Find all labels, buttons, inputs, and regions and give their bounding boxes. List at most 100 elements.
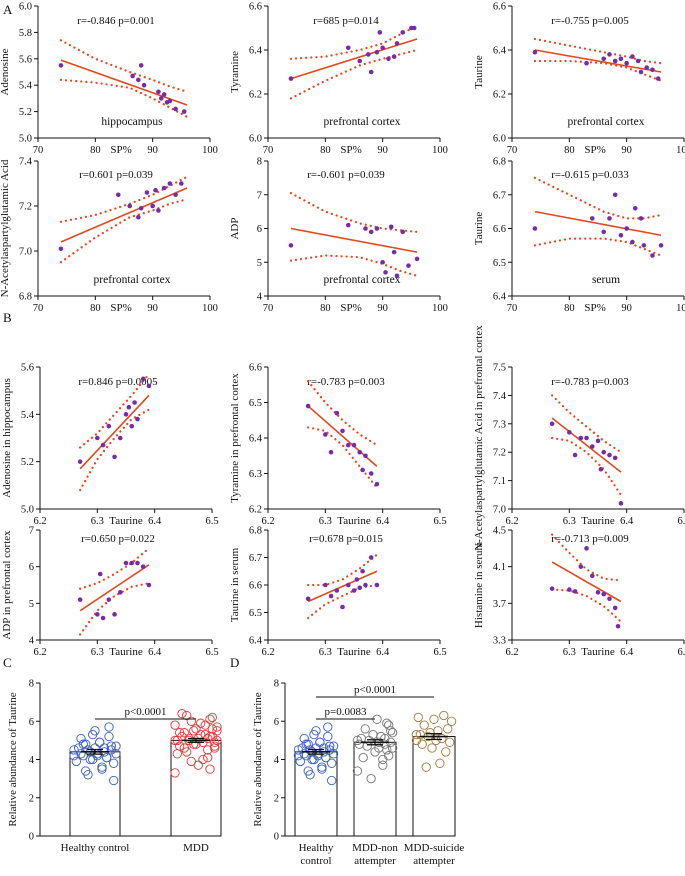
data-point (81, 766, 91, 776)
x-axis-title: Taurine (337, 515, 371, 527)
data-point (323, 731, 333, 742)
data-point (357, 585, 363, 591)
bar (412, 736, 456, 837)
data-point (615, 623, 621, 629)
y-tick-label: 6.0 (19, 2, 32, 13)
data-point (167, 98, 173, 104)
y-axis-title: ADP (229, 217, 241, 239)
data-point (126, 404, 132, 410)
ci-upper-band (307, 380, 378, 447)
y-tick-label: 6.2 (249, 505, 262, 516)
data-point (441, 747, 451, 757)
scatter-panel-a1: 5.0 5.2 5.4 5.6 5.8 6.0 70 80 90 100 SP% Adenosine r… (0, 2, 218, 157)
x-tick-label: 6.5 (677, 647, 685, 658)
data-point (117, 435, 123, 441)
data-point (203, 752, 213, 763)
data-point (71, 756, 81, 767)
data-point (357, 449, 363, 455)
data-point (334, 588, 340, 593)
data-point (380, 259, 385, 265)
region-label: prefrontal cortex (568, 116, 645, 128)
data-point (589, 216, 595, 221)
x-axis-title: SP% (110, 144, 131, 156)
ci-upper-band (79, 373, 150, 449)
y-tick-label: 4.1 (493, 562, 506, 573)
region-label: prefrontal cortex (324, 274, 401, 286)
x-tick-label: 70 (33, 145, 44, 156)
ci-lower-band (307, 426, 378, 489)
data-point (377, 30, 383, 35)
data-point (427, 743, 437, 753)
data-point (624, 60, 629, 66)
x-tick-label: 100 (202, 145, 218, 156)
data-point (419, 720, 429, 730)
correlation-annotation: r=-0.846 p=0.001 (77, 15, 154, 27)
ci-lower-band (59, 78, 189, 118)
data-point (374, 49, 380, 55)
data-point (173, 192, 178, 198)
data-point (374, 582, 380, 588)
data-point (383, 270, 388, 275)
x-tick-label: 100 (202, 303, 218, 314)
data-point (299, 733, 309, 744)
y-tick-label: 6 (29, 562, 34, 573)
data-point (288, 76, 294, 81)
category-label: MDD-suicide (404, 842, 465, 854)
x-tick-label: 6.2 (33, 647, 46, 658)
correlation-annotation: r=0.678 p=0.015 (309, 533, 383, 545)
data-point (97, 762, 107, 772)
x-tick-label: 6.3 (319, 516, 332, 527)
x-tick-label: 80 (564, 303, 575, 314)
data-point (394, 273, 400, 279)
bar (353, 741, 397, 837)
scatter-panel-a2: 6.0 6.2 6.4 6.6 70 80 90 100 SP% Tyramine r=685 p=… (229, 2, 448, 157)
scatter-panel-a6: 6.4 6.5 6.6 6.7 6.8 70 80 90 100 SP% Taurine r=-0.6… (473, 157, 685, 315)
y-tick-label: 6.6 (249, 581, 262, 592)
x-axis-title: SP% (340, 144, 361, 156)
ci-upper-band (289, 24, 419, 60)
y-tick-label: 6.5 (249, 608, 262, 619)
data-point (589, 573, 595, 579)
y-tick-label: 6.6 (249, 2, 262, 13)
ci-lower-band (79, 408, 150, 492)
x-tick-label: 6.3 (563, 647, 576, 658)
data-point (386, 56, 391, 62)
scatter-panel-b2: 6.2 6.3 6.4 6.5 6.6 6.2 6.3 6.4 6.5 Taurine Tyrami… (229, 363, 447, 528)
data-point (170, 768, 180, 778)
data-point (394, 41, 400, 46)
y-tick-label: 7.4 (19, 157, 33, 168)
x-tick-label: 6.2 (505, 516, 518, 527)
data-point (88, 729, 98, 740)
x-tick-label: 6.5 (677, 516, 685, 527)
category-label: Healthy (299, 842, 334, 854)
data-point (156, 89, 161, 95)
correlation-annotation: r=-0.713 p=0.009 (551, 533, 629, 545)
data-point (95, 435, 100, 441)
y-tick-label: 6.0 (249, 134, 262, 145)
correlation-annotation: r=-0.615 p=0.033 (551, 169, 629, 181)
data-point (177, 708, 187, 719)
y-tick-label: 6.7 (493, 190, 506, 201)
data-point (638, 69, 644, 75)
significance-label: p<0.0001 (354, 684, 396, 696)
data-point (323, 432, 328, 437)
y-tick-label: 0 (29, 832, 34, 843)
data-point (368, 229, 374, 235)
data-point (191, 724, 201, 734)
data-point (76, 749, 86, 759)
data-point (644, 65, 650, 70)
data-point (363, 582, 368, 588)
data-point (414, 256, 420, 262)
data-point (358, 752, 368, 763)
data-point (340, 428, 345, 434)
correlation-annotation: r=-0.783 p=0.003 (551, 376, 629, 388)
data-point (406, 263, 411, 268)
data-point (317, 764, 327, 774)
data-point (172, 749, 182, 759)
ci-upper-band (533, 176, 663, 220)
data-point (193, 760, 203, 770)
ci-upper-band (551, 394, 622, 454)
panel-letter-d: D (230, 655, 239, 670)
y-tick-label: 6.6 (249, 363, 262, 374)
